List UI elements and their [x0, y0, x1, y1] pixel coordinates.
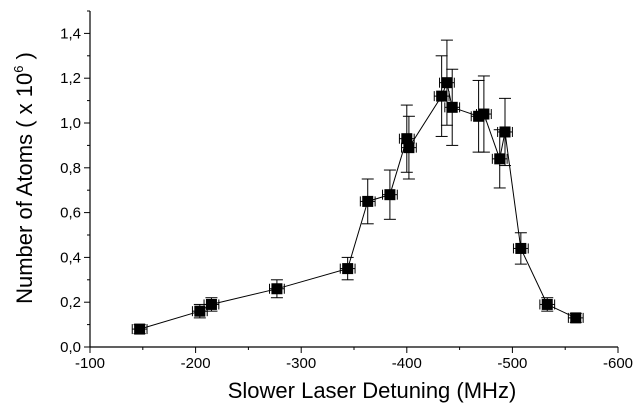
data-point — [362, 195, 374, 207]
y-tick-label: 1,4 — [60, 25, 81, 42]
y-tick-label: 0,0 — [60, 339, 81, 356]
data-point — [441, 77, 453, 89]
data-point — [384, 189, 396, 201]
data-point — [499, 126, 511, 138]
y-tick-label: 1,0 — [60, 115, 81, 132]
data-point — [271, 283, 283, 295]
data-point — [436, 90, 448, 102]
x-axis-ticks: -100 -200 -300 -400 -500 -600 — [75, 347, 633, 372]
x-tick-label: -500 — [497, 355, 527, 372]
data-point — [205, 298, 217, 310]
data-point — [342, 263, 354, 275]
data-point — [403, 142, 415, 154]
x-tick-label: -400 — [392, 355, 422, 372]
y-tick-label: 0,2 — [60, 294, 81, 311]
data-point — [494, 153, 506, 165]
y-tick-label: 0,6 — [60, 205, 81, 222]
data-point — [541, 298, 553, 310]
y-tick-label: 0,8 — [60, 160, 81, 177]
svg-text:Number of Atoms ( x 106 ): Number of Atoms ( x 106 ) — [11, 52, 37, 304]
y-axis-title-exponent: 6 — [11, 66, 26, 73]
series-path — [139, 80, 577, 330]
y-axis-title-main: Number of Atoms ( x 10 — [12, 73, 37, 304]
data-point — [570, 312, 582, 324]
x-axis-title: Slower Laser Detuning (MHz) — [228, 378, 517, 403]
error-bars — [131, 39, 584, 335]
data-point — [446, 101, 458, 113]
y-axis-title-close: ) — [12, 52, 37, 65]
data-point — [478, 108, 490, 120]
data-point — [515, 242, 527, 254]
y-axis-title: Number of Atoms ( x 106 ) — [11, 52, 37, 304]
x-tick-label: -200 — [181, 355, 211, 372]
y-tick-label: 1,2 — [60, 70, 81, 87]
x-tick-label: -100 — [75, 355, 105, 372]
x-tick-label: -600 — [603, 355, 633, 372]
y-tick-label: 0,4 — [60, 249, 81, 266]
data-point — [134, 323, 146, 335]
data-markers — [134, 77, 582, 335]
series-line — [139, 80, 577, 330]
x-tick-label: -300 — [286, 355, 316, 372]
plot-frame — [89, 11, 618, 348]
data-point — [401, 133, 413, 145]
y-axis-ticks: 0,0 0,2 0,4 0,6 0,8 1,0 1,2 1,4 — [60, 10, 90, 356]
data-point — [194, 305, 206, 317]
